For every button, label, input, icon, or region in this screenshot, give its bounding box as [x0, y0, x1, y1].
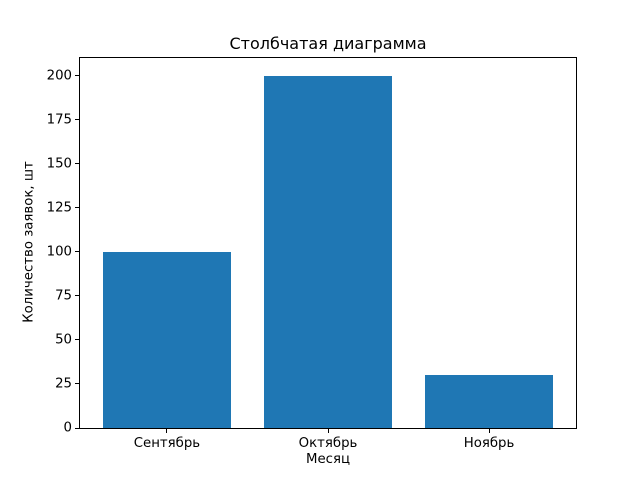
bar-2: [263, 75, 393, 428]
y-tick-label: 200: [46, 67, 72, 83]
y-tick-label: 50: [55, 332, 72, 348]
y-tick-label: 125: [46, 200, 72, 216]
y-tick-mark: [75, 163, 79, 165]
x-tick-mark: [327, 429, 329, 433]
x-axis-label: Месяц: [305, 452, 350, 467]
x-tick-label: Ноябрь: [463, 436, 515, 451]
y-tick-label: 75: [55, 288, 72, 304]
x-tick-label: Октябрь: [298, 436, 358, 451]
y-tick-mark: [75, 119, 79, 121]
plot-area: 0 25 50 75 100 125 150 175 200 Сентябрь Октябрь Ноя…: [47, 57, 577, 450]
y-tick-mark: [75, 295, 79, 297]
y-tick-mark: [75, 207, 79, 209]
y-tick-label: 0: [63, 420, 72, 436]
x-tick-label: Сентябрь: [133, 436, 201, 451]
bar-1: [102, 251, 232, 428]
y-tick-label: 25: [55, 376, 72, 392]
y-axis-label: Количество заявок, шт: [21, 161, 37, 323]
y-tick-label: 100: [46, 244, 72, 260]
bar-3: [424, 375, 554, 428]
x-tick-mark: [488, 429, 490, 433]
y-tick-mark: [75, 427, 79, 429]
y-tick-mark: [75, 383, 79, 385]
y-tick-mark: [75, 339, 79, 341]
y-tick-mark: [75, 251, 79, 253]
x-tick-mark: [166, 429, 168, 433]
chart-title: Столбчатая диаграмма: [229, 34, 427, 53]
y-tick-mark: [75, 75, 79, 77]
y-tick-label: 175: [46, 112, 72, 128]
y-tick-label: 150: [46, 156, 72, 172]
